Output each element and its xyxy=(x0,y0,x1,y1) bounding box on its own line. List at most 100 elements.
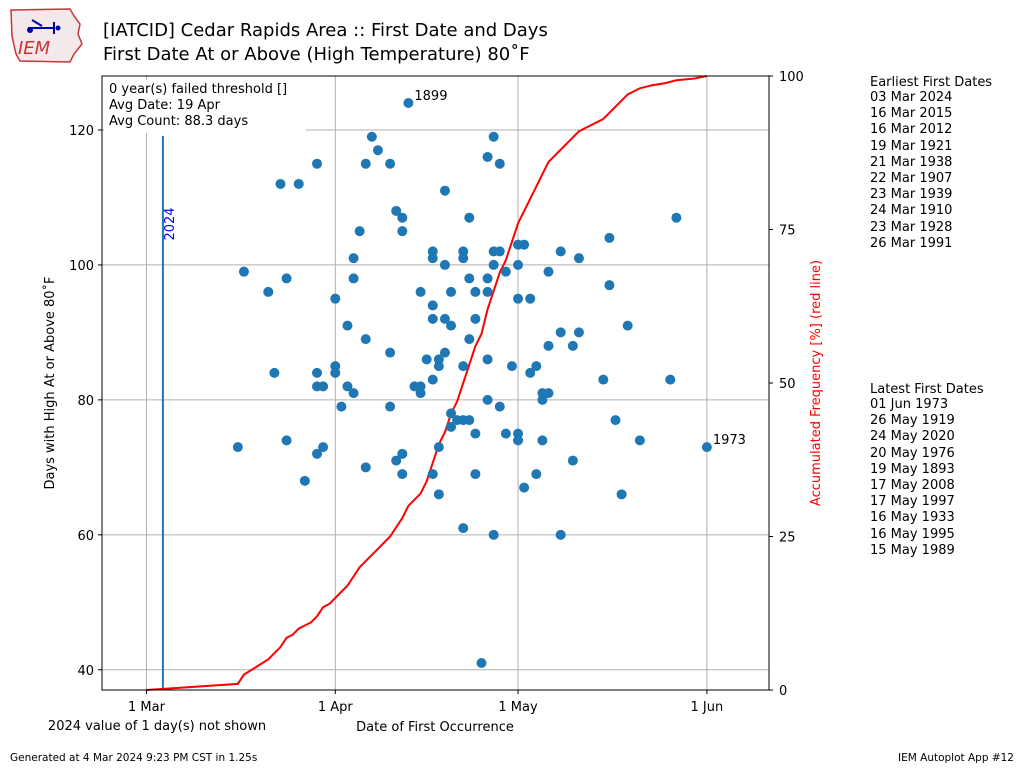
data-point xyxy=(427,469,438,480)
data-point xyxy=(604,280,615,291)
data-point xyxy=(464,273,475,284)
earliest-date-item: 21 Mar 1938 xyxy=(870,154,953,170)
x-axis-label: Date of First Occurrence xyxy=(356,720,514,735)
data-point xyxy=(433,354,444,365)
y2-tick-label: 75 xyxy=(779,224,796,239)
data-point xyxy=(513,293,524,304)
data-point xyxy=(372,145,383,156)
latest-date-item: 15 May 1989 xyxy=(870,542,955,558)
data-point xyxy=(348,253,359,264)
data-point xyxy=(494,246,505,257)
data-point xyxy=(665,374,676,385)
earliest-dates-panel: Earliest First Dates 03 Mar 2024 16 Mar 2… xyxy=(870,75,992,252)
latest-date-item: 16 May 1933 xyxy=(870,510,955,526)
data-point xyxy=(573,253,584,264)
data-point xyxy=(354,226,365,237)
data-point xyxy=(421,354,432,365)
grid-layer: 2024 xyxy=(102,76,769,690)
data-point xyxy=(397,448,408,459)
y-tick-label: 120 xyxy=(69,124,94,139)
y2-tick-label: 0 xyxy=(779,684,787,699)
data-point xyxy=(543,266,554,277)
data-point xyxy=(598,374,609,385)
data-point xyxy=(446,320,457,331)
x-tick-label: 1 Mar xyxy=(128,700,166,715)
y-tick-label: 40 xyxy=(77,664,94,679)
earliest-date-item: 03 Mar 2024 xyxy=(870,90,953,105)
y-tick-label: 80 xyxy=(77,394,94,409)
iem-logo[interactable]: IEM xyxy=(8,6,86,64)
latest-date-item: 24 May 2020 xyxy=(870,429,955,445)
data-point xyxy=(567,340,578,351)
data-point xyxy=(348,388,359,399)
footer-app: IEM Autoplot App #12 xyxy=(898,752,1014,764)
points-layer: 1899 1973 xyxy=(232,89,746,669)
data-point xyxy=(385,401,396,412)
data-point xyxy=(482,273,493,284)
data-point xyxy=(312,367,323,378)
data-point xyxy=(671,212,682,223)
data-point xyxy=(537,435,548,446)
data-point xyxy=(543,340,554,351)
data-point xyxy=(701,442,712,453)
data-point xyxy=(366,131,377,142)
data-point xyxy=(433,442,444,453)
info-box xyxy=(104,80,306,133)
latest-dates-panel: Latest First Dates 01 Jun 1973 26 May 191… xyxy=(870,382,984,559)
earliest-date-item: 26 Mar 1991 xyxy=(870,235,953,251)
x-tick-label: 1 Jun xyxy=(691,700,724,715)
data-point xyxy=(336,401,347,412)
data-point xyxy=(403,97,414,108)
data-point xyxy=(488,131,499,142)
data-point xyxy=(464,334,475,345)
info-avg-date: Avg Date: 19 Apr xyxy=(109,98,220,113)
data-point xyxy=(500,428,511,439)
data-point xyxy=(293,178,304,189)
latest-date-item: 16 May 1995 xyxy=(870,526,955,542)
data-point xyxy=(281,273,292,284)
logo-text: IEM xyxy=(18,38,51,59)
data-point xyxy=(500,266,511,277)
data-point xyxy=(360,462,371,473)
iowa-map-logo-icon: IEM xyxy=(10,8,83,63)
data-point xyxy=(555,246,566,257)
earliest-date-item: 23 Mar 1928 xyxy=(870,219,953,235)
data-point xyxy=(555,327,566,338)
data-point xyxy=(269,367,280,378)
data-point xyxy=(537,394,548,405)
data-point xyxy=(415,388,426,399)
data-point xyxy=(555,529,566,540)
data-point xyxy=(470,428,481,439)
data-point xyxy=(567,455,578,466)
data-point xyxy=(299,475,310,486)
data-point xyxy=(391,205,402,216)
data-point xyxy=(385,347,396,358)
data-point xyxy=(318,381,329,392)
point-annotation: 1973 xyxy=(713,433,746,448)
data-point xyxy=(482,394,493,405)
data-point xyxy=(506,361,517,372)
latest-date-item: 19 May 1893 xyxy=(870,461,955,477)
data-point xyxy=(488,259,499,270)
axes-layer: 1 Mar 1 Apr 1 May 1 Jun 40 60 80 100 120 0 25 50 75 1… xyxy=(69,70,804,715)
data-point xyxy=(385,158,396,169)
latest-date-item: 17 May 1997 xyxy=(870,494,955,510)
data-point xyxy=(634,435,645,446)
data-point xyxy=(427,246,438,257)
data-point xyxy=(391,455,402,466)
y-tick-label: 60 xyxy=(77,529,94,544)
data-point xyxy=(415,286,426,297)
earliest-date-item: 24 Mar 1910 xyxy=(870,203,953,219)
data-point xyxy=(470,469,481,480)
data-point xyxy=(543,388,554,399)
data-point xyxy=(360,334,371,345)
latest-date-item: 17 May 2008 xyxy=(870,478,955,494)
data-point xyxy=(464,415,475,426)
latest-dates-title: Latest First Dates xyxy=(870,382,984,397)
data-point xyxy=(525,293,536,304)
cdf-layer xyxy=(146,75,708,691)
data-point xyxy=(482,286,493,297)
data-point xyxy=(330,367,341,378)
latest-dates-list: 01 Jun 1973 26 May 1919 24 May 2020 20 May … xyxy=(870,397,984,559)
